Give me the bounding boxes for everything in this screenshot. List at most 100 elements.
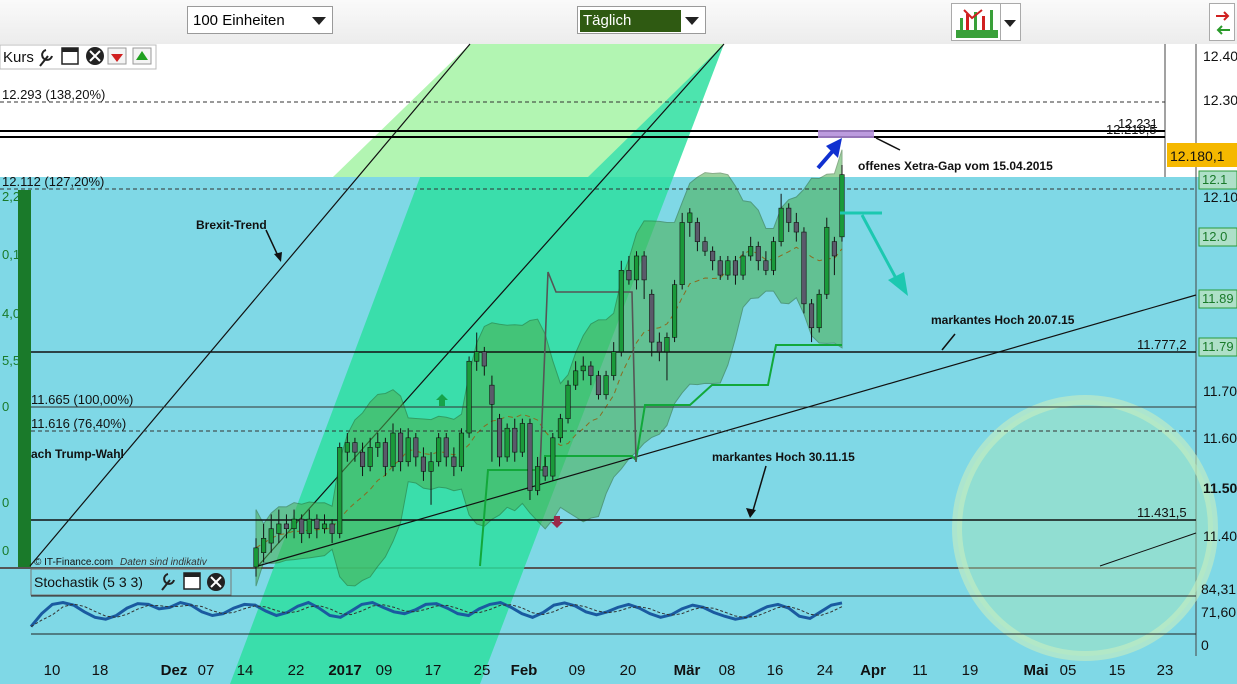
units-select[interactable]: 100 Einheiten [187, 6, 333, 34]
candle [329, 519, 335, 544]
candle [382, 437, 388, 477]
x-tick-label: 08 [719, 662, 736, 679]
move-down-icon[interactable] [107, 47, 127, 65]
x-tick-label: Feb [511, 662, 538, 679]
hoch-2007-label: markantes Hoch 20.07.15 [931, 313, 1075, 327]
line-12231-label: 12.231 [1118, 116, 1158, 131]
hoch-3011-label: markantes Hoch 30.11.15 [712, 450, 855, 464]
candle [588, 361, 594, 386]
period-select[interactable]: Täglich [577, 6, 706, 34]
x-tick-label: 20 [620, 662, 637, 679]
x-tick-label: Dez [161, 662, 188, 679]
x-tick-label: 15 [1109, 662, 1126, 679]
y-tick-label: 12.10 [1203, 189, 1237, 205]
x-tick-label: Mär [674, 662, 701, 679]
y-tick-label: 11.70 [1203, 383, 1237, 399]
candle [763, 251, 769, 276]
candle [748, 236, 754, 261]
parabolic-line [539, 271, 637, 471]
wrench-icon[interactable] [161, 573, 175, 591]
candle [504, 423, 510, 462]
x-tick-label: 09 [376, 662, 393, 679]
candle [580, 356, 586, 381]
candle [793, 212, 799, 242]
candle [489, 375, 495, 462]
candle [512, 418, 518, 462]
right-value-label: 11.79 [1202, 339, 1234, 354]
left-green-bar [18, 190, 31, 680]
chart-type-dropdown[interactable] [1001, 3, 1021, 41]
window-icon[interactable] [61, 47, 79, 65]
units-select-label: 100 Einheiten [193, 12, 285, 29]
candle [253, 538, 259, 577]
chart-type-button[interactable] [951, 3, 1001, 41]
line-11431-label: 11.431,5 [1137, 505, 1187, 520]
x-tick-label: 14 [237, 662, 254, 679]
candle [405, 428, 411, 467]
close-icon[interactable] [86, 47, 104, 65]
candle [481, 346, 487, 376]
x-tick-label: 22 [288, 662, 305, 679]
rising-trendline [257, 294, 1197, 567]
candle [428, 452, 434, 505]
right-value-label: 12.0 [1202, 229, 1227, 244]
candle [420, 447, 426, 481]
candle [710, 246, 716, 271]
left-value-label: 2,2 [2, 189, 20, 204]
candle [314, 514, 320, 539]
candle [535, 456, 541, 496]
candle [725, 255, 731, 280]
fib-100-label: 11.665 (100,00%) [31, 392, 133, 407]
x-tick-label: 2017 [328, 662, 361, 679]
toolbar: 100 Einheiten Täglich [0, 0, 1237, 45]
window-icon[interactable] [183, 572, 201, 590]
fib-138-label: 12.293 (138,20%) [2, 87, 105, 102]
candle [458, 428, 465, 472]
candle [268, 514, 274, 553]
x-tick-label: 09 [569, 662, 586, 679]
candle [321, 514, 328, 534]
envelope-midline [255, 246, 843, 549]
stochastic-k-line [29, 600, 843, 628]
candle [413, 433, 419, 467]
candle [687, 208, 693, 237]
x-tick-label: 18 [92, 662, 109, 679]
candle [496, 413, 503, 467]
close-icon[interactable] [207, 573, 225, 591]
candle [451, 447, 457, 477]
candle [755, 241, 761, 271]
candle [664, 332, 670, 381]
candle [740, 251, 746, 280]
candle [611, 342, 617, 381]
candle [831, 236, 837, 276]
candle [801, 227, 807, 314]
line-11777-label: 11.777,2 [1137, 337, 1187, 352]
candle [641, 251, 647, 300]
refresh-button[interactable] [1209, 3, 1235, 41]
x-tick-label: Apr [860, 662, 886, 679]
x-tick-label: 07 [198, 662, 215, 679]
y-tick-label: 11.40 [1203, 528, 1237, 544]
disclaimer-label: Daten sind indikativ [120, 557, 208, 568]
right-value-label: 12.1 [1202, 172, 1227, 187]
x-tick-label: 19 [962, 662, 979, 679]
period-select-label: Täglich [580, 10, 681, 32]
wrench-icon[interactable] [39, 49, 53, 67]
candle [283, 514, 289, 539]
candle [717, 255, 723, 280]
y-tick-label: 11.60 [1203, 430, 1237, 446]
candle [352, 437, 358, 462]
candle [261, 523, 267, 563]
candle [375, 433, 381, 457]
x-tick-label: 17 [425, 662, 442, 679]
candle [626, 255, 632, 285]
stoch-tick-label: 71,60 [1201, 604, 1236, 620]
move-up-icon[interactable] [132, 47, 152, 65]
candle [672, 279, 678, 343]
candle [557, 413, 563, 443]
right-value-label: 11.89 [1202, 291, 1234, 306]
main-panel-title: Kurs [3, 49, 34, 66]
sub-panel-title: Stochastik (5 3 3) [34, 574, 143, 590]
x-tick-label: 16 [767, 662, 784, 679]
